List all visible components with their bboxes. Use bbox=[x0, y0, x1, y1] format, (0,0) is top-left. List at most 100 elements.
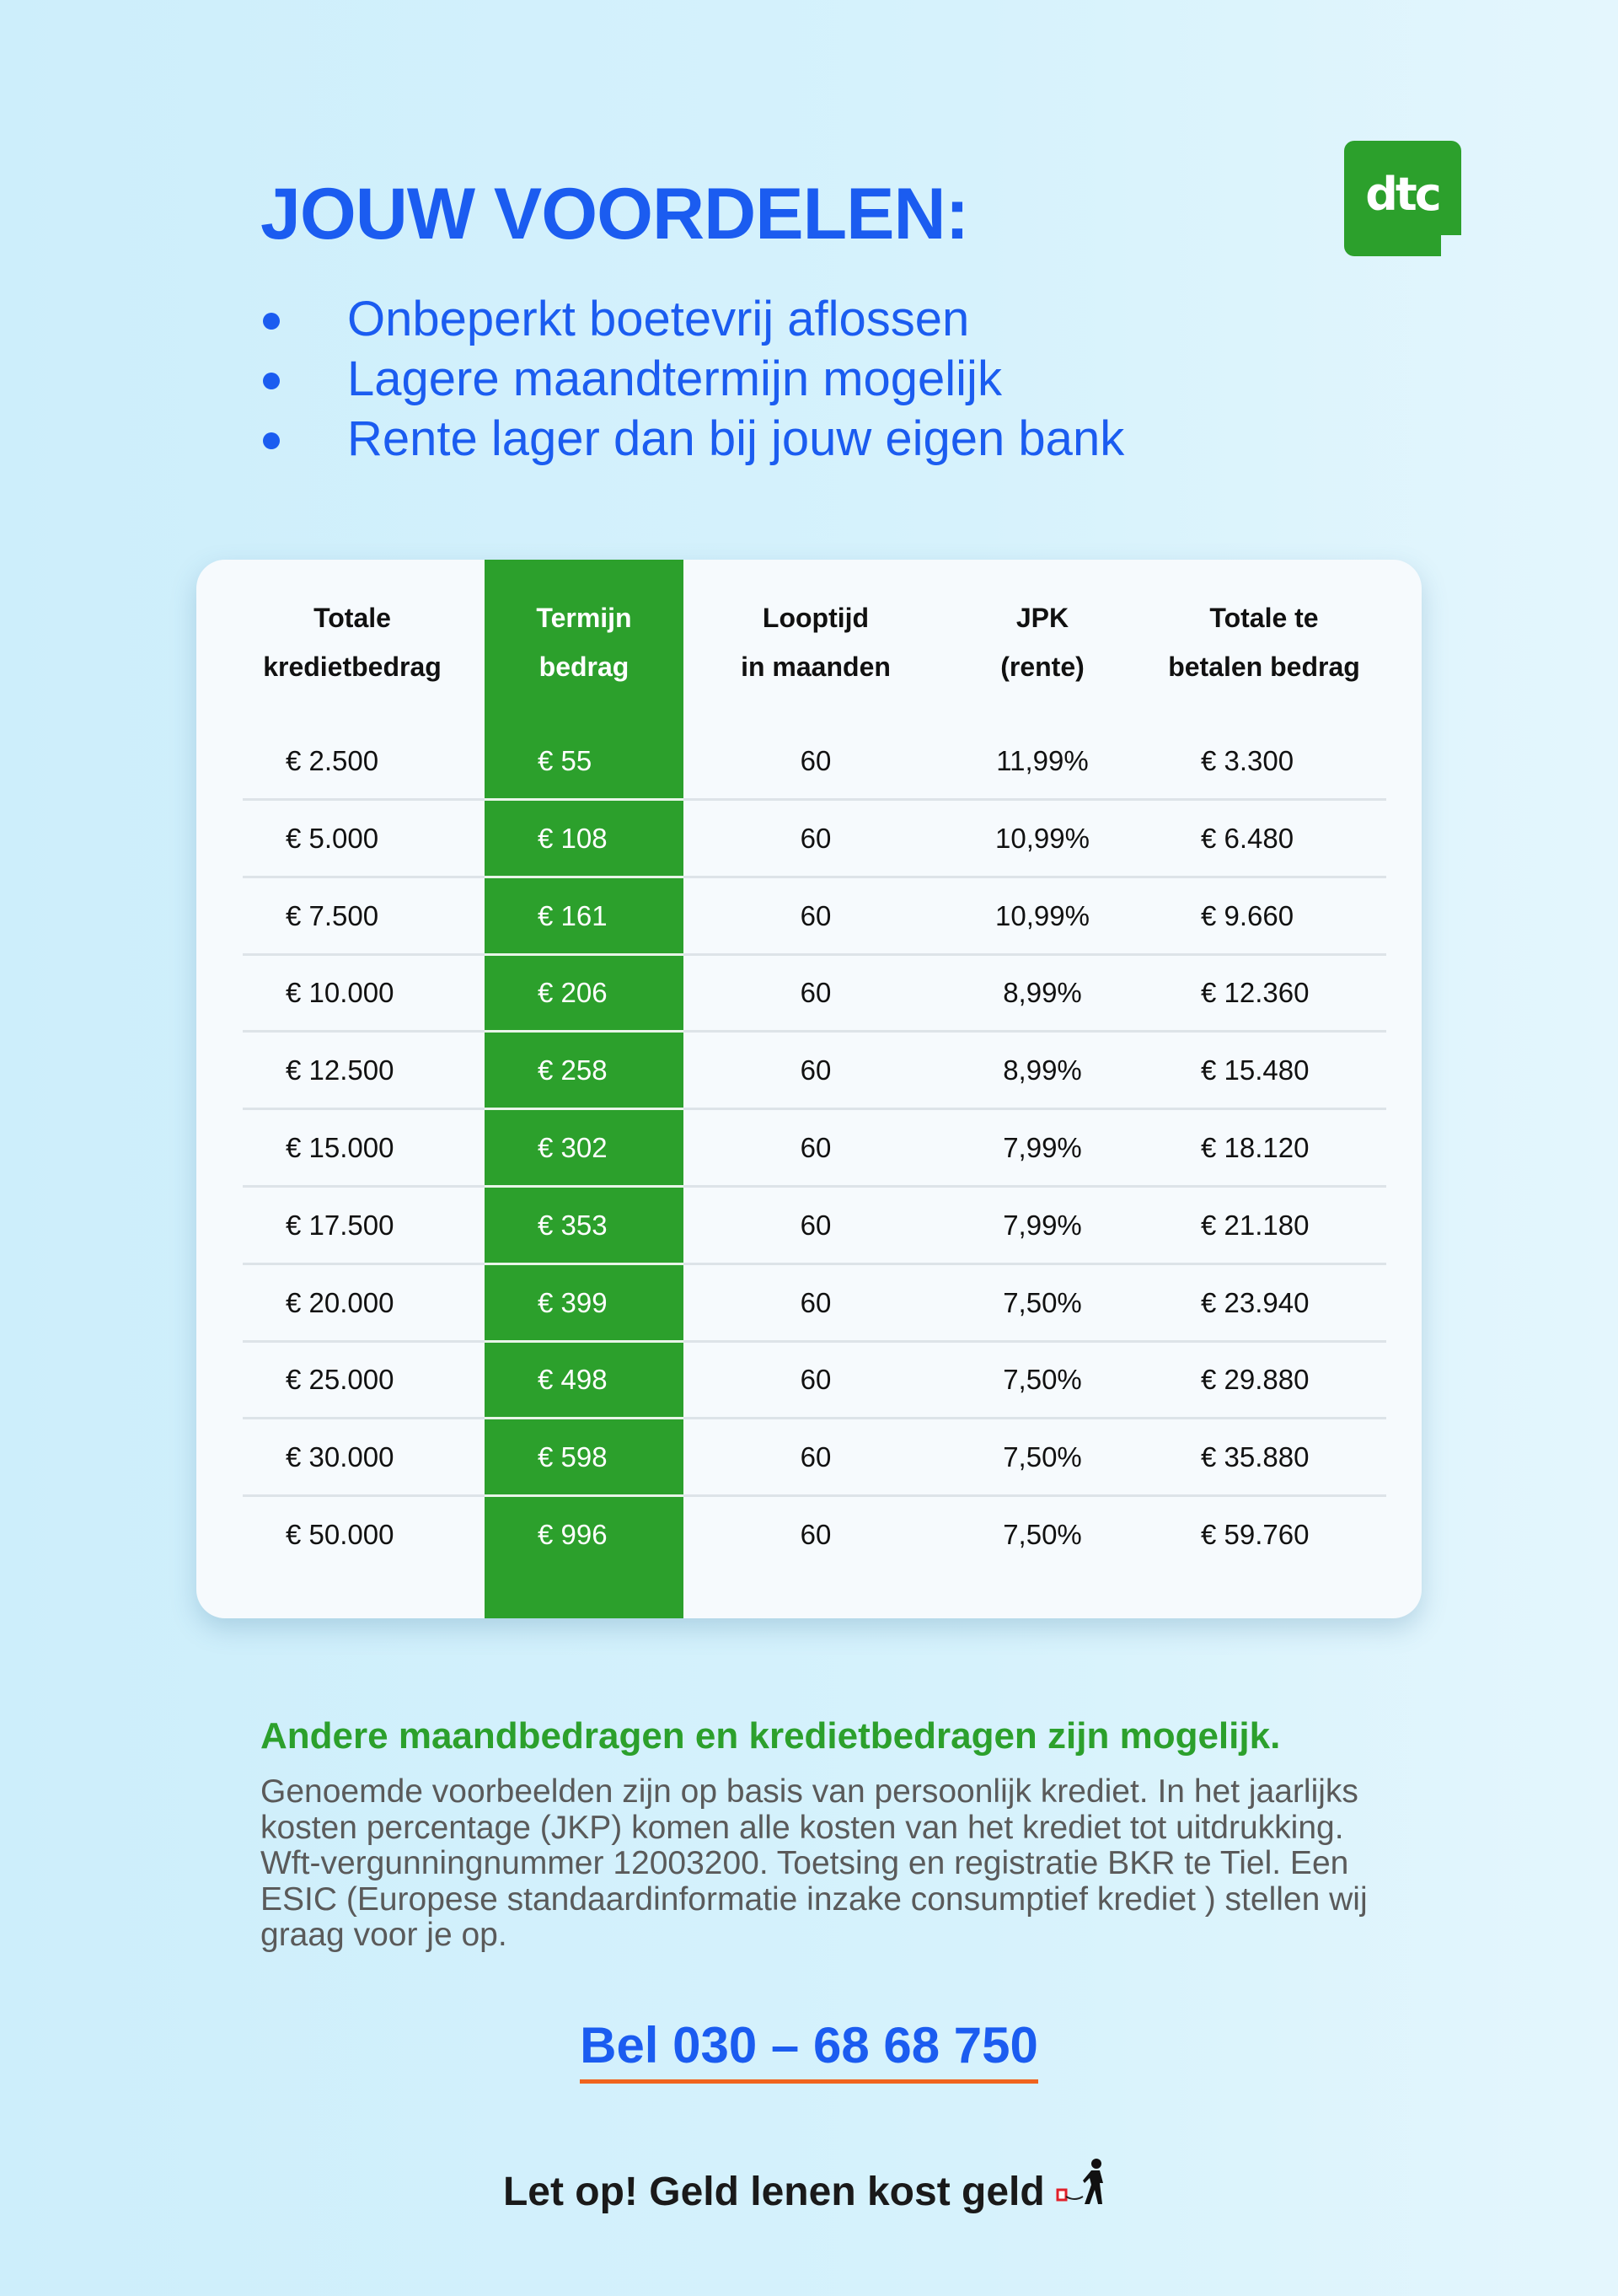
table-cell: € 25.000 bbox=[286, 1364, 394, 1396]
table-cell: 60 bbox=[800, 745, 832, 776]
table-cell: 60 bbox=[800, 977, 832, 1009]
table-cell: € 6.480 bbox=[1201, 822, 1294, 854]
table-row: € 30.000 € 598 60 7,50% € 35.880 bbox=[196, 1418, 1422, 1495]
table-cell: 7,99% bbox=[1003, 1132, 1082, 1163]
page-title: JOUW VOORDELEN: bbox=[260, 174, 969, 255]
table-cell: € 2.500 bbox=[286, 745, 379, 776]
row-divider bbox=[243, 875, 1386, 878]
phone-link[interactable]: Bel 030 – 68 68 750 bbox=[580, 2016, 1038, 2084]
table-cell: 10,99% bbox=[995, 822, 1090, 854]
table-cell: 60 bbox=[800, 1519, 832, 1550]
row-divider bbox=[243, 1185, 1386, 1188]
table-cell: € 206 bbox=[538, 977, 608, 1009]
table-cell: 60 bbox=[800, 1364, 832, 1396]
table-cell: € 15.000 bbox=[286, 1132, 394, 1163]
table-cell: 7,50% bbox=[1003, 1519, 1082, 1550]
table-cell: € 12.500 bbox=[286, 1054, 394, 1086]
table-cell: 11,99% bbox=[996, 745, 1089, 776]
table-cell: € 498 bbox=[538, 1364, 608, 1396]
column-header-line: bedrag bbox=[538, 652, 630, 682]
table-cell: 10,99% bbox=[995, 899, 1090, 931]
table-cell: 60 bbox=[800, 1132, 832, 1163]
row-divider bbox=[485, 1185, 683, 1188]
table-cell: € 21.180 bbox=[1201, 1209, 1310, 1241]
table-cell: € 18.120 bbox=[1201, 1132, 1310, 1163]
table-cell: € 7.500 bbox=[286, 899, 379, 931]
table-cell: € 17.500 bbox=[286, 1209, 394, 1241]
disclaimer-text: Genoemde voorbeelden zijn op basis van p… bbox=[260, 1773, 1368, 1953]
column-header-line: (rente) bbox=[1000, 652, 1085, 682]
table-cell: € 302 bbox=[538, 1132, 608, 1163]
table-cell: € 50.000 bbox=[286, 1519, 394, 1550]
benefit-text: Rente lager dan bij jouw eigen bank bbox=[347, 411, 1125, 466]
table-cell: 7,50% bbox=[1003, 1441, 1082, 1473]
table-cell: € 35.880 bbox=[1201, 1441, 1310, 1473]
row-divider bbox=[243, 1339, 1386, 1343]
column-header: Looptijd in maanden bbox=[689, 593, 942, 691]
table-cell: 60 bbox=[800, 1054, 832, 1086]
table-cell: € 12.360 bbox=[1201, 977, 1310, 1009]
row-divider bbox=[243, 1417, 1386, 1420]
table-cell: 8,99% bbox=[1003, 977, 1082, 1009]
column-header-line: betalen bedrag bbox=[1168, 652, 1360, 682]
table-cell: € 996 bbox=[538, 1519, 608, 1550]
table-row: € 25.000 € 498 60 7,50% € 29.880 bbox=[196, 1340, 1422, 1418]
highlight-column bbox=[485, 560, 683, 1618]
table-cell: € 55 bbox=[538, 745, 592, 776]
table-cell: € 5.000 bbox=[286, 822, 379, 854]
benefit-text: Lagere maandtermijn mogelijk bbox=[347, 351, 1002, 406]
column-header-line: Totale bbox=[313, 603, 391, 633]
table-cell: € 10.000 bbox=[286, 977, 394, 1009]
row-divider bbox=[243, 1262, 1386, 1265]
row-divider bbox=[485, 1339, 683, 1343]
table-cell: 60 bbox=[800, 1209, 832, 1241]
table-cell: € 598 bbox=[538, 1441, 608, 1473]
warning-label: Let op! Geld lenen kost geld bbox=[502, 2170, 1045, 2214]
row-divider bbox=[243, 1494, 1386, 1498]
row-divider bbox=[243, 1030, 1386, 1033]
column-header-line: in maanden bbox=[741, 652, 891, 682]
table-cell: 7,50% bbox=[1003, 1364, 1082, 1396]
row-divider bbox=[243, 952, 1386, 956]
bullet-icon bbox=[263, 313, 280, 330]
column-header-line: JPK bbox=[1015, 603, 1069, 633]
svg-text:dtc: dtc bbox=[1365, 168, 1439, 221]
table-cell: € 108 bbox=[538, 822, 608, 854]
column-header: Termijn bedrag bbox=[485, 593, 683, 691]
column-header-line: Totale te bbox=[1209, 603, 1319, 633]
row-divider bbox=[485, 798, 683, 801]
column-header: Totale te betalen bedrag bbox=[1138, 593, 1390, 691]
table-cell: 60 bbox=[800, 1441, 832, 1473]
dtc-logo: dtc bbox=[1344, 141, 1461, 256]
table-row: € 2.500 € 55 60 11,99% € 3.300 bbox=[196, 722, 1422, 799]
table-row: € 12.500 € 258 60 8,99% € 15.480 bbox=[196, 1031, 1422, 1108]
table-cell: € 258 bbox=[538, 1054, 608, 1086]
table-row: € 5.000 € 108 60 10,99% € 6.480 bbox=[196, 799, 1422, 877]
table-cell: € 353 bbox=[538, 1209, 608, 1241]
table-row: € 50.000 € 996 60 7,50% € 59.760 bbox=[196, 1495, 1422, 1573]
table-cell: € 399 bbox=[538, 1286, 608, 1318]
table-row: € 17.500 € 353 60 7,99% € 21.180 bbox=[196, 1186, 1422, 1263]
table-cell: € 59.760 bbox=[1201, 1519, 1310, 1550]
table-row: € 7.500 € 161 60 10,99% € 9.660 bbox=[196, 877, 1422, 954]
table-row: € 15.000 € 302 60 7,99% € 18.120 bbox=[196, 1108, 1422, 1186]
table-cell: 8,99% bbox=[1003, 1054, 1082, 1086]
row-divider bbox=[243, 1108, 1386, 1111]
column-header-line: kredietbedrag bbox=[263, 652, 442, 682]
column-header-line: Termijn bbox=[536, 603, 632, 633]
table-cell: € 3.300 bbox=[1201, 745, 1294, 776]
table-cell: 7,99% bbox=[1003, 1209, 1082, 1241]
table-cell: € 20.000 bbox=[286, 1286, 394, 1318]
table-cell: € 30.000 bbox=[286, 1441, 394, 1473]
warning-text: Let op! Geld lenen kost geld bbox=[0, 2158, 1618, 2215]
row-divider bbox=[485, 952, 683, 956]
table-cell: 60 bbox=[800, 822, 832, 854]
benefit-text: Onbeperkt boetevrij aflossen bbox=[347, 292, 970, 346]
rates-table: Totale kredietbedrag Termijn bedrag Looptijd… bbox=[196, 560, 1422, 1618]
table-cell: € 9.660 bbox=[1201, 899, 1294, 931]
column-header: JPK (rente) bbox=[958, 593, 1127, 691]
table-row: € 20.000 € 399 60 7,50% € 23.940 bbox=[196, 1263, 1422, 1341]
walking-man-icon bbox=[1056, 2159, 1104, 2204]
table-cell: € 15.480 bbox=[1201, 1054, 1310, 1086]
row-divider bbox=[485, 1108, 683, 1111]
